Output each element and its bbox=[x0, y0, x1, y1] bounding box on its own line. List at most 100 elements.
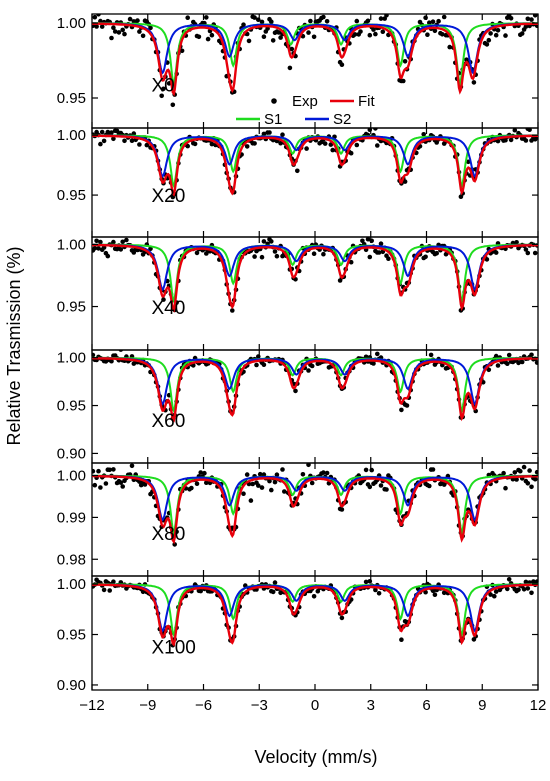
exp-point bbox=[399, 637, 404, 642]
exp-point bbox=[532, 14, 538, 18]
exp-point bbox=[94, 24, 99, 29]
exp-point bbox=[192, 141, 198, 147]
exp-point bbox=[421, 132, 427, 137]
exp-point bbox=[311, 594, 317, 599]
panel-x40: 1.00 0.95 X40 bbox=[57, 236, 539, 351]
exp-point bbox=[198, 470, 203, 475]
exp-point bbox=[330, 147, 336, 153]
s2-curve bbox=[92, 357, 538, 406]
exp-point bbox=[384, 487, 389, 492]
exp-point bbox=[252, 254, 257, 259]
exp-point bbox=[92, 245, 98, 251]
exp-point bbox=[321, 470, 326, 475]
exp-point bbox=[486, 367, 492, 373]
exp-point bbox=[272, 249, 278, 254]
exp-point bbox=[404, 403, 410, 408]
exp-point bbox=[272, 479, 278, 485]
exp-point bbox=[365, 18, 371, 24]
x-tick-label: −12 bbox=[79, 697, 104, 714]
exp-point bbox=[270, 38, 276, 43]
exp-point bbox=[172, 542, 177, 547]
exp-point bbox=[98, 141, 103, 147]
exp-point bbox=[365, 237, 371, 242]
exp-point bbox=[185, 143, 190, 149]
legend-item-s1: S1 bbox=[236, 111, 282, 128]
exp-point bbox=[280, 467, 285, 472]
y-tick-label: 0.98 bbox=[57, 551, 86, 568]
exp-point bbox=[202, 470, 207, 476]
x-tick-label: 6 bbox=[422, 697, 430, 714]
exp-point bbox=[367, 484, 373, 490]
exp-point bbox=[111, 239, 116, 245]
panel-x0: 1.00 0.95 X0 bbox=[57, 13, 539, 129]
exp-point bbox=[527, 128, 532, 132]
exp-point bbox=[185, 15, 190, 20]
exp-point bbox=[124, 237, 129, 243]
exp-point bbox=[205, 36, 211, 42]
exp-point bbox=[363, 467, 369, 473]
exp-point bbox=[423, 254, 428, 260]
legend-item-fit: Fit bbox=[330, 93, 375, 110]
exp-point bbox=[321, 14, 326, 20]
exp-point bbox=[434, 250, 440, 256]
exp-point bbox=[321, 251, 326, 257]
exp-point bbox=[506, 352, 512, 358]
y-tick-label: 1.00 bbox=[57, 350, 86, 367]
exp-point bbox=[430, 19, 436, 25]
exp-point bbox=[471, 80, 477, 85]
panel-x100: 1.00 0.95 0.90 X100 bbox=[57, 575, 539, 694]
exp-point bbox=[322, 141, 328, 146]
exp-point bbox=[525, 481, 531, 486]
exp-point bbox=[514, 477, 519, 482]
exp-point bbox=[495, 363, 501, 368]
exp-point bbox=[254, 362, 259, 368]
exp-point bbox=[376, 591, 382, 596]
exp-point bbox=[109, 130, 114, 135]
exp-point bbox=[324, 19, 330, 24]
exp-point bbox=[360, 238, 365, 244]
exp-point bbox=[373, 587, 378, 593]
x-tick-label: −9 bbox=[139, 697, 156, 714]
exp-point bbox=[107, 467, 112, 473]
exp-point bbox=[289, 46, 295, 52]
exp-point bbox=[369, 238, 375, 244]
exp-point bbox=[179, 48, 185, 54]
exp-point bbox=[111, 467, 116, 472]
exp-point bbox=[161, 86, 166, 92]
exp-point bbox=[525, 586, 531, 591]
exp-point bbox=[367, 128, 373, 132]
y-tick-label: 1.00 bbox=[57, 576, 86, 593]
x-tick-label: 3 bbox=[367, 697, 375, 714]
exp-point bbox=[425, 32, 430, 37]
exp-point bbox=[92, 468, 96, 474]
exp-point bbox=[508, 15, 514, 21]
panel-x20: 1.00 0.95 X20 bbox=[57, 127, 539, 238]
exp-point bbox=[127, 16, 133, 22]
exp-point bbox=[99, 24, 105, 29]
legend-label: S1 bbox=[264, 111, 282, 128]
exp-point bbox=[94, 238, 99, 244]
exp-point bbox=[244, 144, 250, 149]
x-axis-label: Velocity (mm/s) bbox=[254, 747, 377, 767]
exp-point bbox=[440, 32, 445, 37]
y-tick-label: 1.00 bbox=[57, 15, 86, 32]
exp-point bbox=[354, 142, 360, 148]
exp-point bbox=[270, 589, 276, 595]
exp-point bbox=[309, 480, 315, 486]
exp-point bbox=[516, 360, 521, 366]
panel-x60: 1.00 0.95 0.90 X60 bbox=[57, 349, 539, 464]
exp-point bbox=[98, 239, 103, 245]
legend-label: Exp bbox=[292, 93, 318, 110]
exp-point bbox=[402, 619, 408, 624]
legend-label: Fit bbox=[358, 93, 375, 110]
exp-point bbox=[371, 361, 376, 366]
exp-point bbox=[354, 18, 360, 24]
s2-curve bbox=[92, 474, 538, 522]
exp-point bbox=[300, 472, 306, 477]
exp-point bbox=[122, 31, 127, 37]
exp-point bbox=[274, 472, 280, 478]
exp-point bbox=[103, 481, 109, 486]
exp-point bbox=[367, 254, 373, 260]
exp-point bbox=[339, 507, 345, 512]
